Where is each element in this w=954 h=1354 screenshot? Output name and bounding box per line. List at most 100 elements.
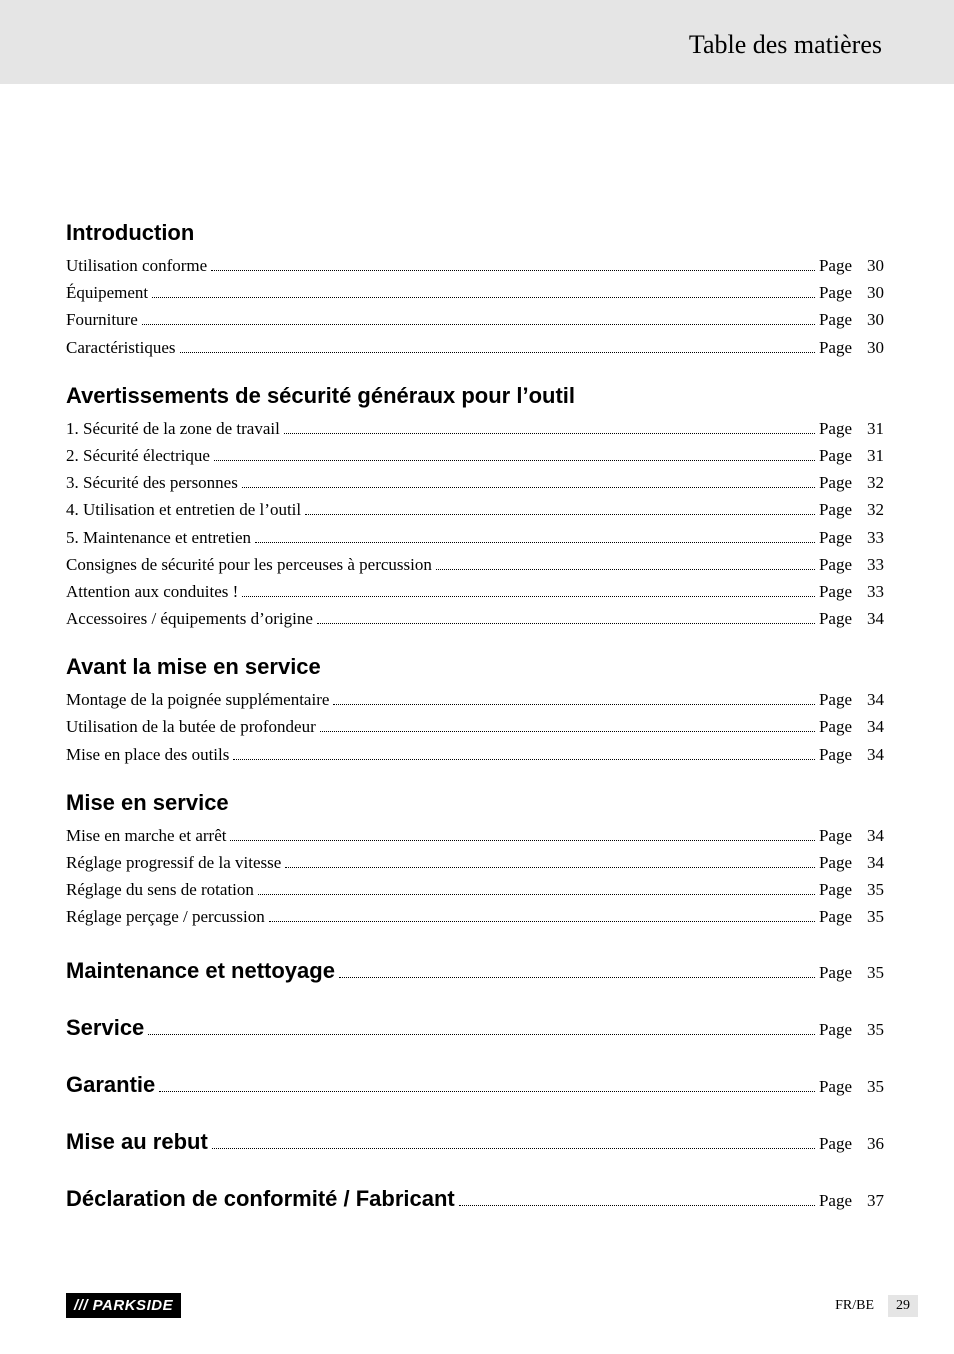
- section-heading: Mise en service: [66, 790, 884, 816]
- toc-row: Équipement Page 30: [66, 279, 884, 306]
- toc-page-number: 32: [858, 469, 884, 496]
- toc-page-number: 30: [858, 334, 884, 361]
- toc-page-label: Page: [819, 334, 852, 361]
- toc-page-number: 35: [858, 1073, 884, 1100]
- toc-page-label: Page: [819, 496, 852, 523]
- toc-page-label: Page: [819, 741, 852, 768]
- toc-leader: [258, 878, 815, 895]
- toc-row: Réglage perçage / percussion Page 35: [66, 903, 884, 930]
- toc-label: Caractéristiques: [66, 334, 176, 361]
- footer-right: FR/BE 29: [835, 1295, 918, 1317]
- toc-leader: [459, 1189, 815, 1206]
- toc-leader: [214, 444, 815, 461]
- toc-label: 4. Utilisation et entretien de l’outil: [66, 496, 301, 523]
- toc-page-number: 34: [858, 822, 884, 849]
- toc-page-label: Page: [819, 1130, 852, 1157]
- toc-page-label: Page: [819, 442, 852, 469]
- section-heading: Introduction: [66, 220, 884, 246]
- toc-leader: [159, 1075, 815, 1092]
- toc-page-number: 30: [858, 306, 884, 333]
- toc-label: Réglage du sens de rotation: [66, 876, 254, 903]
- toc-page-label: Page: [819, 903, 852, 930]
- toc-page-number: 36: [858, 1130, 884, 1157]
- toc-leader: [269, 905, 815, 922]
- toc-page-number: 34: [858, 713, 884, 740]
- section-heading: Service: [66, 1010, 144, 1045]
- toc-page-label: Page: [819, 415, 852, 442]
- toc-single-section: Garantie Page 35: [66, 1067, 884, 1102]
- toc-page-label: Page: [819, 605, 852, 632]
- toc-single-section: Mise au rebut Page 36: [66, 1124, 884, 1159]
- toc-leader: [333, 688, 815, 705]
- toc-label: Utilisation conforme: [66, 252, 207, 279]
- toc-label: Accessoires / équipements d’origine: [66, 605, 313, 632]
- toc-page-label: Page: [819, 279, 852, 306]
- toc-label: Mise en place des outils: [66, 741, 229, 768]
- toc-leader: [148, 1018, 815, 1035]
- toc-row: Utilisation conforme Page 30: [66, 252, 884, 279]
- toc-row: Consignes de sécurité pour les perceuses…: [66, 551, 884, 578]
- toc-row: Caractéristiques Page 30: [66, 334, 884, 361]
- toc-row: Fourniture Page 30: [66, 306, 884, 333]
- toc-leader: [142, 308, 815, 325]
- toc-page-label: Page: [819, 713, 852, 740]
- toc-page-label: Page: [819, 1187, 852, 1214]
- toc-row: 1. Sécurité de la zone de travail Page 3…: [66, 415, 884, 442]
- toc-leader: [180, 336, 815, 353]
- toc-page-label: Page: [819, 959, 852, 986]
- section-heading: Avant la mise en service: [66, 654, 884, 680]
- toc-leader: [233, 743, 815, 760]
- section-heading: Avertissements de sécurité généraux pour…: [66, 383, 884, 409]
- footer: /// PARKSIDE FR/BE 29: [66, 1293, 918, 1318]
- toc-page-number: 35: [858, 903, 884, 930]
- toc-leader: [242, 471, 815, 488]
- toc-label: Réglage perçage / percussion: [66, 903, 265, 930]
- toc-section: Avant la mise en service Montage de la p…: [66, 654, 884, 768]
- toc-label: Utilisation de la butée de profondeur: [66, 713, 316, 740]
- toc-page-label: Page: [819, 1016, 852, 1043]
- toc-row: Montage de la poignée supplémentaire Pag…: [66, 686, 884, 713]
- toc-leader: [230, 824, 814, 841]
- toc-page-label: Page: [819, 578, 852, 605]
- toc-page-number: 34: [858, 605, 884, 632]
- toc-leader: [212, 1132, 815, 1149]
- toc-section: Introduction Utilisation conforme Page 3…: [66, 220, 884, 361]
- brand-badge: /// PARKSIDE: [66, 1293, 181, 1318]
- toc-page-number: 34: [858, 849, 884, 876]
- toc-page-number: 30: [858, 252, 884, 279]
- toc-label: Consignes de sécurité pour les perceuses…: [66, 551, 432, 578]
- toc-leader: [255, 526, 815, 543]
- footer-page-number: 29: [888, 1295, 918, 1317]
- toc-row: 3. Sécurité des personnes Page 32: [66, 469, 884, 496]
- toc-page-number: 33: [858, 551, 884, 578]
- toc-label: Réglage progressif de la vitesse: [66, 849, 281, 876]
- toc-leader: [242, 580, 815, 597]
- toc-row: Réglage du sens de rotation Page 35: [66, 876, 884, 903]
- toc-single-section: Maintenance et nettoyage Page 35: [66, 953, 884, 988]
- toc-leader: [320, 715, 815, 732]
- toc-label: Attention aux conduites !: [66, 578, 238, 605]
- toc-page-number: 35: [858, 876, 884, 903]
- toc-section: Avertissements de sécurité généraux pour…: [66, 383, 884, 633]
- toc-label: Équipement: [66, 279, 148, 306]
- footer-locale: FR/BE: [835, 1298, 874, 1314]
- toc-page-number: 33: [858, 578, 884, 605]
- toc-leader: [436, 553, 815, 570]
- toc-page-label: Page: [819, 822, 852, 849]
- toc-page-label: Page: [819, 551, 852, 578]
- toc-leader: [211, 254, 815, 271]
- toc-leader: [305, 498, 815, 515]
- toc-page-label: Page: [819, 306, 852, 333]
- toc-leader: [284, 417, 815, 434]
- toc-page-number: 31: [858, 442, 884, 469]
- toc-label: Montage de la poignée supplémentaire: [66, 686, 329, 713]
- toc-row: Réglage progressif de la vitesse Page 34: [66, 849, 884, 876]
- toc-row: Utilisation de la butée de profondeur Pa…: [66, 713, 884, 740]
- toc-leader: [317, 607, 815, 624]
- toc-page-label: Page: [819, 686, 852, 713]
- section-heading: Mise au rebut: [66, 1124, 208, 1159]
- toc-page-label: Page: [819, 849, 852, 876]
- section-heading: Garantie: [66, 1067, 155, 1102]
- toc-content: Introduction Utilisation conforme Page 3…: [66, 220, 884, 1239]
- toc-page-label: Page: [819, 876, 852, 903]
